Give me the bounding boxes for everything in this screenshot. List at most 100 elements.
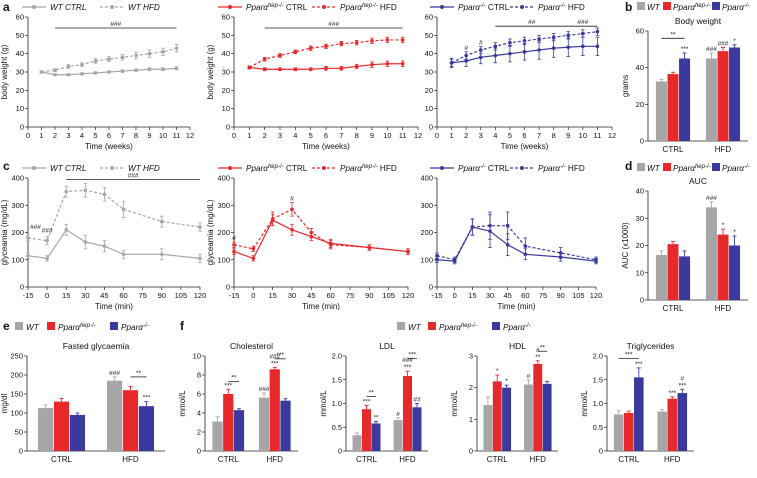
bar (393, 420, 403, 451)
significance-label: *** (668, 390, 676, 397)
significance-label: ### (259, 386, 270, 393)
data-point (134, 53, 138, 58)
data-point (174, 46, 179, 50)
y-tick-label: 2 (469, 383, 473, 392)
data-point (435, 257, 439, 262)
y-axis-label: body weight (g) (0, 44, 9, 99)
y-tick-label: 0 (599, 447, 603, 456)
y-tick-label: 20 (636, 241, 644, 250)
significance-label: ## (528, 19, 536, 26)
svg-text:Pparα-/- HFD: Pparα-/- HFD (538, 3, 585, 12)
bar (729, 245, 741, 300)
data-point (566, 45, 571, 50)
x-tick-label: 4 (493, 131, 497, 140)
data-point (64, 189, 69, 194)
panel-label-d: d (625, 159, 632, 173)
y-tick-label: 40 (222, 49, 230, 58)
y-tick-label: 20 (636, 100, 644, 109)
legend-f-ko: Pparα (503, 323, 525, 332)
x-axis-label: Time (weeks) (85, 142, 133, 151)
x-tick-label: 105 (572, 291, 585, 300)
data-point (308, 67, 313, 72)
y-tick-label: 30 (636, 214, 644, 223)
data-point (102, 244, 107, 248)
data-point (147, 51, 152, 56)
x-tick-label: 1 (247, 131, 251, 140)
data-point (522, 39, 527, 43)
data-point (80, 72, 84, 76)
category-label: CTRL (356, 455, 377, 464)
legend-wt-ctrl: WT CTRL (50, 3, 86, 12)
bar (492, 381, 502, 451)
legend-wt-row-c: WT CTRL WT HFD (22, 164, 160, 173)
bar (705, 58, 717, 141)
x-tick-label: 2 (263, 131, 267, 140)
y-tick-label: 1.5 (593, 375, 603, 384)
significance-label: # (479, 40, 483, 47)
x-tick-label: 30 (486, 291, 494, 300)
x-tick-label: 6 (107, 131, 111, 140)
legend-c-hep-ctrl-name: Pparα (246, 164, 268, 173)
data-point (26, 253, 30, 258)
category-label: HFD (664, 455, 681, 464)
y-axis-label: AUC (x1000) (621, 222, 630, 269)
bar (106, 380, 123, 451)
data-point (470, 225, 475, 229)
legend-d-hep-sup: hep-/- (695, 164, 711, 170)
y-tick-label: 1.0 (593, 399, 603, 408)
data-point (400, 38, 405, 42)
data-point (309, 230, 314, 235)
x-tick-label: 12 (608, 131, 616, 140)
significance-label: ** (670, 31, 676, 38)
y-axis-label: mmol/L (319, 390, 328, 417)
y-tick-label: 0.5 (593, 423, 603, 432)
y-tick-label: 1.0 (332, 399, 342, 408)
y-tick-label: 0 (20, 123, 24, 132)
legend-ko-hfd-name: Pparα (538, 3, 560, 12)
bar (371, 423, 381, 451)
data-point (488, 223, 492, 228)
category-label: HFD (122, 455, 139, 464)
data-point (339, 66, 344, 71)
data-point (478, 48, 483, 52)
significance-label: *** (635, 361, 643, 368)
chart-title: Cholesterol (230, 341, 273, 351)
bar (502, 387, 512, 451)
significance-label: *** (408, 351, 416, 358)
y-tick-label: 100 (11, 255, 24, 264)
bar (613, 414, 624, 451)
legend-e-hep: Pparα (58, 323, 80, 332)
data-point (251, 256, 256, 261)
x-tick-label: 60 (326, 291, 334, 300)
y-tick-label: 60 (222, 13, 230, 22)
data-point (354, 40, 359, 45)
x-tick-label: 75 (346, 291, 354, 300)
svg-text:Pparα-/- CTRL: Pparα-/- CTRL (458, 3, 510, 12)
significance-label: # (232, 235, 236, 242)
y-tick-label: 20 (425, 86, 433, 95)
x-tick-label: 75 (539, 291, 547, 300)
legend-bars-f: WT Pparαhep-/- Pparα-/- (397, 322, 531, 332)
y-axis-label: body weight (g) (206, 44, 215, 99)
x-tick-label: 4 (293, 131, 297, 140)
y-axis-label: mmol/L (178, 390, 187, 417)
y-axis-label: glyceamia (mg/dL) (0, 199, 9, 265)
legend-b-hep: Pparα (673, 3, 695, 12)
x-tick-label: 2 (53, 131, 57, 140)
data-point (537, 37, 541, 41)
bar (634, 377, 644, 451)
legend-ko-ctrl-name: Pparα (458, 3, 480, 12)
x-tick-label: 10 (159, 131, 167, 140)
data-point (278, 53, 282, 58)
y-tick-label: 300 (11, 201, 24, 210)
data-point (293, 67, 298, 72)
bar (717, 234, 729, 300)
data-point (435, 253, 439, 258)
y-tick-label: 40 (16, 49, 24, 58)
x-tick-label: 1 (39, 131, 43, 140)
data-point (53, 68, 57, 72)
chart-f4: 0 0.5 1.0 1.5 2.0 Triglycerides mmol/L CTRL HFD *… (580, 341, 694, 464)
legend-d-wt: WT (647, 164, 661, 173)
data-point (232, 249, 236, 254)
